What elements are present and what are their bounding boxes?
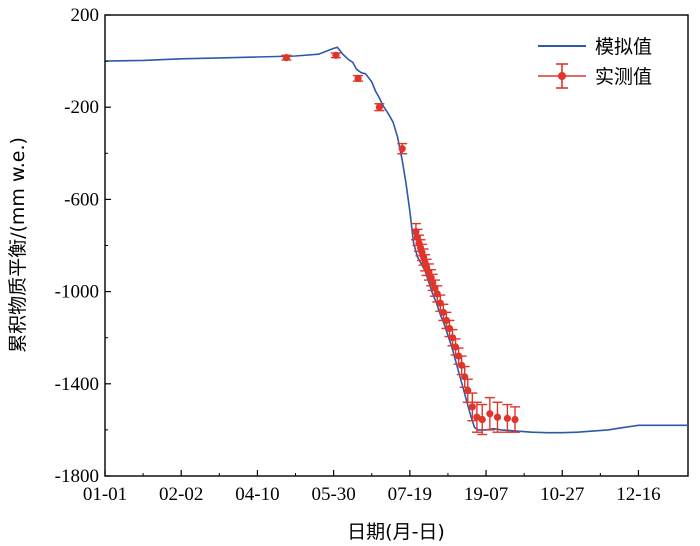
observed-marker xyxy=(398,145,406,153)
y-tick-label: -1800 xyxy=(55,466,99,487)
observed-point xyxy=(374,103,385,112)
y-tick-label: -600 xyxy=(64,189,99,210)
x-axis-title: 日期(月-日) xyxy=(347,521,445,543)
x-tick-label: 02-02 xyxy=(159,484,203,505)
observed-marker xyxy=(486,410,494,418)
x-tick-label: 07-19 xyxy=(388,484,432,505)
observed-marker xyxy=(468,403,476,411)
simulated-series xyxy=(104,46,688,434)
observed-point xyxy=(459,365,470,388)
simulated-line xyxy=(104,46,688,434)
x-tick-label: 19-07 xyxy=(464,484,508,505)
observed-marker xyxy=(511,415,519,424)
x-tick-label: 01-01 xyxy=(83,484,127,505)
y-tick-label: 200 xyxy=(71,5,100,26)
x-tick-label: 10-27 xyxy=(540,484,584,505)
y-axis-ticks: 200 -200 -600 -1000 -1400 -1800 xyxy=(55,5,111,487)
observed-marker xyxy=(354,74,362,82)
observed-point xyxy=(484,396,495,431)
legend-label-simulated: 模拟值 xyxy=(595,36,652,58)
x-tick-label: 12-16 xyxy=(616,484,660,505)
observed-series xyxy=(281,51,521,436)
observed-marker xyxy=(282,54,290,62)
observed-marker xyxy=(503,414,511,422)
legend-marker-observed xyxy=(558,72,566,80)
y-tick-label: -200 xyxy=(64,97,99,118)
observed-marker xyxy=(493,413,502,421)
observed-point xyxy=(397,142,408,155)
x-tick-label: 05-30 xyxy=(311,484,355,505)
y-tick-label: -1000 xyxy=(55,282,99,303)
legend-label-observed: 实测值 xyxy=(595,66,652,88)
observed-point xyxy=(477,403,488,436)
observed-point xyxy=(353,74,364,82)
x-axis-ticks: 01-01 02-02 04-10 05-30 07-19 19-07 10-27 12-16 xyxy=(83,470,661,505)
y-axis-title: 累积物质平衡/(mm w.e.) xyxy=(7,137,29,353)
x-tick-label: 04-10 xyxy=(235,484,279,505)
observed-point xyxy=(492,401,503,433)
observed-point xyxy=(281,54,292,62)
observed-marker xyxy=(332,51,340,59)
observed-marker xyxy=(375,103,383,111)
observed-point xyxy=(467,392,478,422)
legend: 模拟值 实测值 xyxy=(538,36,652,89)
observed-marker xyxy=(478,415,486,424)
observed-point xyxy=(502,403,513,433)
y-tick-label: -1400 xyxy=(55,374,99,395)
observed-point xyxy=(510,406,521,433)
observed-point xyxy=(330,51,341,59)
